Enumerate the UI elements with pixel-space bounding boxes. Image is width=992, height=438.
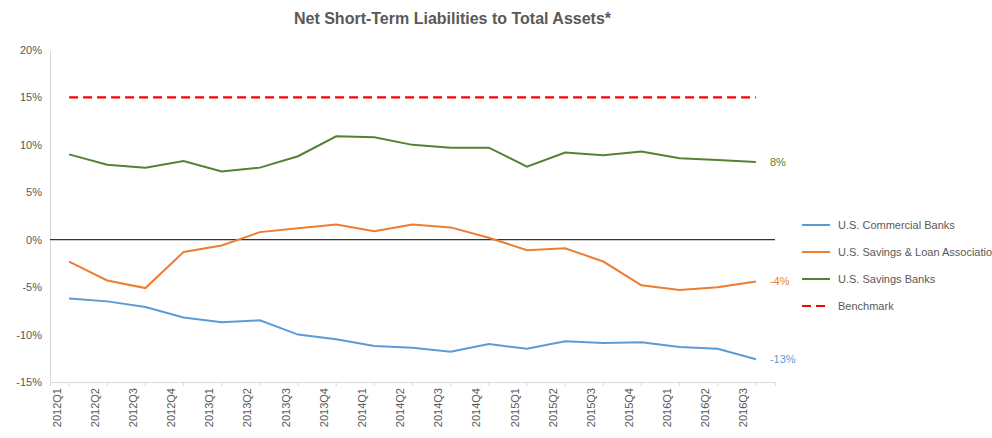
chart: Net Short-Term Liabilities to Total Asse…	[0, 0, 992, 438]
y-tick: 5%	[26, 186, 50, 198]
y-tick: 15%	[20, 91, 50, 103]
x-tick: 2014Q1	[356, 382, 374, 427]
series-line	[69, 136, 756, 171]
y-tick: -15%	[16, 376, 50, 388]
y-tick-label: 10%	[20, 139, 42, 151]
end-label: -13%	[770, 353, 796, 365]
y-tick: 0%	[26, 234, 50, 246]
x-tick-mark	[755, 382, 756, 386]
x-tick-mark	[641, 382, 642, 386]
y-tick-label: -10%	[16, 329, 42, 341]
x-tick-label: 2012Q3	[127, 388, 139, 427]
x-tick-mark	[526, 382, 527, 386]
plot-area	[69, 97, 756, 359]
y-tick: -5%	[22, 281, 50, 293]
x-tick-mark	[488, 382, 489, 386]
x-tick-mark	[336, 382, 337, 386]
x-tick-label: 2012Q2	[89, 388, 101, 427]
x-tick-mark	[221, 382, 222, 386]
legend-swatch	[802, 224, 830, 226]
x-tick: 2015Q2	[547, 382, 565, 427]
legend-swatch	[802, 251, 830, 253]
y-tick-label: 20%	[20, 44, 42, 56]
x-tick-label: 2015Q1	[508, 388, 520, 427]
x-tick: 2015Q3	[585, 382, 603, 427]
x-tick-label: 2015Q3	[585, 388, 597, 427]
x-tick-mark	[298, 382, 299, 386]
x-tick-label: 2012Q4	[165, 388, 177, 427]
y-tick-label: -15%	[16, 376, 42, 388]
legend-label: U.S. Commercial Banks	[838, 219, 955, 231]
x-tick-mark	[259, 382, 260, 386]
x-tick: 2013Q3	[280, 382, 298, 427]
x-tick-label: 2013Q2	[241, 388, 253, 427]
legend: U.S. Commercial Banks U.S. Savings & Loan…	[802, 219, 992, 312]
x-tick: 2014Q2	[394, 382, 412, 427]
series-line	[69, 225, 756, 290]
x-tick-label: 2013Q4	[318, 388, 330, 427]
x-tick-label: 2015Q4	[623, 388, 635, 427]
zero-line	[50, 239, 775, 240]
series-line	[69, 299, 756, 360]
x-tick-mark	[603, 382, 604, 386]
end-label: -4%	[770, 275, 790, 287]
x-tick-label: 2016Q2	[699, 388, 711, 427]
y-tick-label: 0%	[26, 234, 42, 246]
x-tick: 2016Q3	[737, 382, 755, 427]
y-tick: 20%	[20, 44, 50, 56]
x-axis-line	[51, 383, 776, 387]
series-line	[69, 96, 756, 98]
x-tick: 2015Q1	[508, 382, 526, 427]
x-tick: 2016Q2	[699, 382, 717, 427]
x-tick-label: 2013Q3	[280, 388, 292, 427]
x-tick-mark	[450, 382, 451, 386]
x-tick: 2014Q4	[470, 382, 488, 427]
x-tick-mark	[107, 382, 108, 386]
x-tick-mark	[69, 382, 70, 386]
x-tick: 2012Q1	[51, 382, 69, 427]
x-tick-mark	[565, 382, 566, 386]
x-tick-label: 2014Q2	[394, 388, 406, 427]
x-tick-label: 2014Q4	[470, 388, 482, 427]
x-tick-label: 2016Q1	[661, 388, 673, 427]
x-tick-label: 2013Q1	[203, 388, 215, 427]
y-tick-label: -5%	[22, 281, 42, 293]
legend-swatch	[802, 305, 830, 307]
x-tick-label: 2014Q3	[432, 388, 444, 427]
y-tick: 10%	[20, 139, 50, 151]
x-tick: 2016Q1	[661, 382, 679, 427]
legend-label: Benchmark	[838, 300, 894, 312]
legend-swatch	[802, 278, 830, 280]
x-tick-label: 2016Q3	[737, 388, 749, 427]
x-tick-label: 2014Q1	[356, 388, 368, 427]
x-tick-label: 2015Q2	[547, 388, 559, 427]
x-axis: 2012Q1 2012Q2 2012Q3 2012Q4 2013Q1 2013Q2 2013…	[51, 382, 776, 427]
x-tick: 2015Q4	[623, 382, 641, 427]
y-tick-label: 5%	[26, 186, 42, 198]
x-tick: 2014Q3	[432, 382, 450, 427]
x-tick: 2013Q2	[241, 382, 259, 427]
x-tick-mark	[717, 382, 718, 386]
y-tick: -10%	[16, 329, 50, 341]
x-tick: 2013Q1	[203, 382, 221, 427]
legend-label: U.S. Savings Banks	[838, 273, 936, 285]
title: Net Short-Term Liabilities to Total Asse…	[294, 10, 612, 27]
y-axis: -15% -10% -5% 0% 5% 10% 15% 20%	[16, 44, 50, 388]
legend-label: U.S. Savings & Loan Associations	[838, 246, 992, 258]
x-tick-mark	[145, 382, 146, 386]
end-label: 8%	[770, 156, 786, 168]
x-tick: 2012Q2	[89, 382, 107, 427]
x-tick-mark	[679, 382, 680, 386]
x-tick-mark	[183, 382, 184, 386]
x-tick: 2013Q4	[318, 382, 336, 427]
x-tick: 2012Q4	[165, 382, 183, 427]
x-tick-mark	[412, 382, 413, 386]
y-tick-label: 15%	[20, 91, 42, 103]
x-tick-mark	[374, 382, 375, 386]
y-axis-line	[50, 51, 51, 383]
x-tick-label: 2012Q1	[51, 388, 63, 427]
x-tick: 2012Q3	[127, 382, 145, 427]
